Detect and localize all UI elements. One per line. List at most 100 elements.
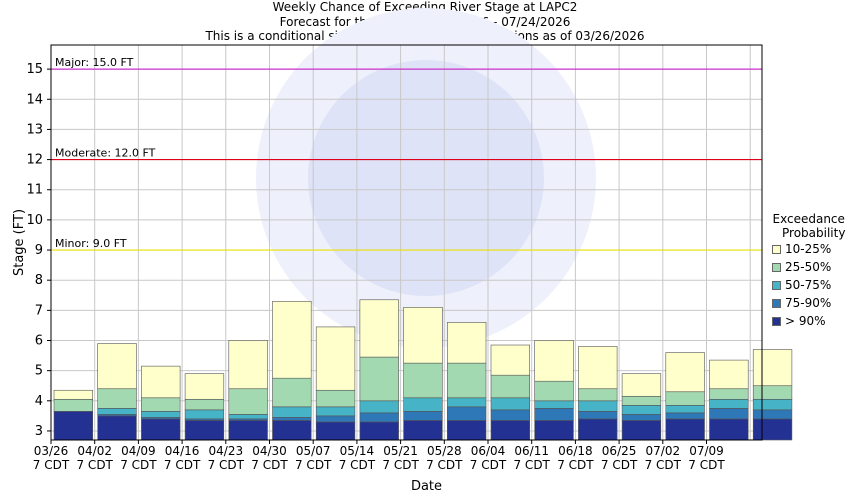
x-tick-label: 06/25	[602, 444, 637, 458]
x-tick-label-tz: 7 CDT	[688, 458, 725, 472]
x-tick-label-tz: 7 CDT	[513, 458, 550, 472]
x-tick-label: 04/30	[252, 444, 287, 458]
x-tick-label: 06/11	[514, 444, 549, 458]
legend-item-50-75: 50-75%	[772, 276, 845, 294]
bar-segment	[490, 409, 531, 421]
bar-segment	[578, 411, 618, 420]
x-tick-label-tz: 7 CDT	[33, 458, 70, 472]
bar-segment	[446, 406, 487, 421]
bar-segment	[490, 374, 531, 399]
x-tick-label: 05/28	[427, 444, 462, 458]
bar-segment	[53, 398, 94, 412]
bar-segment	[141, 418, 181, 441]
bar-segment	[665, 391, 705, 406]
x-tick-label: 05/14	[340, 444, 375, 458]
bar-segment	[272, 420, 312, 441]
x-tick-label-tz: 7 CDT	[601, 458, 638, 472]
bar-segment	[228, 420, 268, 441]
bar-segment	[315, 406, 356, 417]
bar-segment	[184, 420, 225, 441]
bar-segment	[141, 365, 181, 399]
bar-segment	[315, 389, 356, 408]
bar-segment	[272, 406, 312, 418]
bar-segment	[752, 418, 793, 441]
x-tick-label-tz: 7 CDT	[208, 458, 245, 472]
bar-segment	[315, 421, 356, 441]
bar-segment	[53, 389, 94, 400]
x-tick-label-tz: 7 CDT	[382, 458, 419, 472]
y-tick-label: 15	[26, 62, 43, 77]
x-tick-label-tz: 7 CDT	[164, 458, 201, 472]
legend-swatch	[772, 316, 781, 326]
x-tick-label: 05/21	[383, 444, 418, 458]
y-axis-label: Stage (FT)	[12, 209, 27, 276]
x-tick-label-tz: 7 CDT	[76, 458, 113, 472]
legend-swatch	[772, 298, 781, 308]
bar-segment	[97, 388, 137, 409]
bar-segment	[578, 400, 618, 412]
y-tick-label: 5	[35, 364, 43, 379]
bar-segment	[184, 373, 225, 400]
bar-segment	[752, 385, 793, 400]
legend-swatch	[772, 262, 781, 272]
legend-title-2: Probability	[782, 226, 846, 240]
x-tick-label: 07/09	[689, 444, 724, 458]
y-tick-label: 11	[26, 183, 43, 198]
legend-label: 25-50%	[785, 260, 832, 274]
bar-segment	[184, 409, 225, 420]
x-tick-label-tz: 7 CDT	[645, 458, 682, 472]
x-tick-label: 06/04	[471, 444, 506, 458]
bar-segment	[228, 414, 268, 420]
x-tick-label: 05/07	[296, 444, 331, 458]
bar-segment	[272, 417, 312, 421]
legend-swatch	[772, 244, 781, 254]
legend-item-25-50: 25-50%	[772, 258, 845, 276]
bar-segment	[97, 408, 137, 415]
legend-item-75-90: 75-90%	[772, 294, 845, 312]
bar-segment	[53, 411, 94, 441]
bar-segment	[97, 343, 137, 390]
x-tick-label-tz: 7 CDT	[120, 458, 157, 472]
y-tick-label: 4	[35, 394, 43, 409]
bar-segment	[709, 398, 749, 409]
bar-segment	[272, 377, 312, 408]
x-axis-label: Date	[411, 479, 442, 494]
bar-segment	[534, 420, 574, 441]
y-tick-label: 12	[26, 153, 43, 168]
threshold-label: Major: 15.0 FT	[55, 56, 134, 69]
x-tick-label: 07/02	[646, 444, 681, 458]
bar-segment	[665, 405, 705, 414]
bar-segment	[709, 408, 749, 420]
legend-label: 50-75%	[785, 278, 832, 292]
legend-title-1: Exceedance	[772, 212, 845, 226]
y-tick-label: 3	[35, 424, 43, 439]
bar-segment	[359, 356, 399, 402]
legend-swatch	[772, 280, 781, 290]
bar-segment	[490, 420, 531, 441]
bar-segment	[621, 414, 662, 421]
bar-segment	[709, 359, 749, 390]
x-tick-label: 04/16	[165, 444, 200, 458]
bar-segment	[228, 340, 268, 390]
x-tick-label: 06/18	[558, 444, 593, 458]
y-tick-label: 7	[35, 303, 43, 318]
bar-segment	[272, 300, 312, 379]
bar-segment	[490, 344, 531, 376]
bar-segment	[359, 400, 399, 414]
x-tick-label: 04/23	[209, 444, 244, 458]
x-tick-label: 03/26	[34, 444, 69, 458]
x-tick-label-tz: 7 CDT	[470, 458, 507, 472]
y-tick-label: 10	[26, 213, 43, 228]
bar-segment	[403, 420, 443, 441]
bar-segment	[621, 405, 662, 415]
legend-label: 75-90%	[785, 296, 832, 310]
bar-segment	[578, 346, 618, 390]
bar-segment	[315, 415, 356, 423]
watermark-emblem-inner	[308, 60, 544, 296]
bar-segment	[665, 418, 705, 441]
bar-segment	[665, 412, 705, 420]
bar-segment	[359, 299, 399, 358]
threshold-label: Minor: 9.0 FT	[55, 237, 127, 250]
bar-segment	[578, 418, 618, 441]
bar-segment	[446, 420, 487, 441]
